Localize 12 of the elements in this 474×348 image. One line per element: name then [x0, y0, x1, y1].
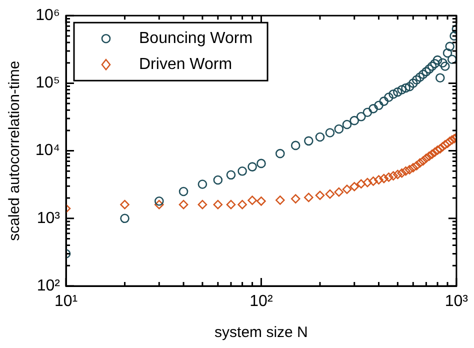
legend-label: Bouncing Worm	[139, 30, 253, 48]
x-tick-label: 10³	[444, 293, 469, 310]
x-tick-label: 10²	[250, 293, 274, 310]
y-axis-title: scaled autocorrelation-time	[6, 60, 24, 241]
y-tick-label: 10⁴	[35, 142, 60, 160]
y-tick-label: 10³	[36, 210, 61, 227]
y-tick-label: 10⁶	[36, 7, 60, 24]
y-tick-label: 10²	[36, 277, 61, 294]
legend-label: Driven Worm	[139, 56, 232, 74]
y-tick-label: 10⁵	[36, 74, 60, 92]
x-tick-label: 10¹	[54, 293, 78, 310]
x-axis-title: system size N	[214, 324, 308, 342]
